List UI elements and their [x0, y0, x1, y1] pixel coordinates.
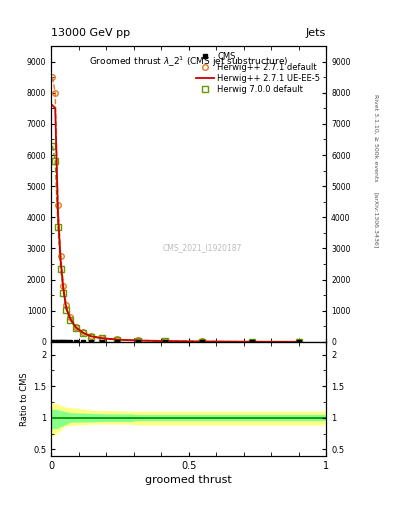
Herwig 7.0.0 default: [61, 290, 66, 296]
Herwig++ 2.7.1 default: [61, 284, 66, 290]
Herwig++ 2.7.1 UE-EE-5: [100, 335, 105, 342]
CMS: [89, 338, 94, 345]
Herwig 7.0.0 default: [53, 158, 58, 164]
Y-axis label: Ratio to CMS: Ratio to CMS: [20, 372, 29, 425]
Herwig++ 2.7.1 default: [163, 338, 168, 344]
Herwig 7.0.0 default: [59, 266, 63, 272]
Herwig++ 2.7.1 default: [115, 336, 119, 343]
Herwig 7.0.0 default: [73, 325, 78, 331]
CMS: [115, 338, 119, 345]
Herwig++ 2.7.1 default: [53, 90, 58, 96]
Herwig 7.0.0 default: [56, 224, 61, 230]
CMS: [56, 338, 61, 345]
Herwig++ 2.7.1 UE-EE-5: [163, 338, 168, 344]
Herwig 7.0.0 default: [115, 337, 119, 343]
Herwig++ 2.7.1 default: [64, 302, 69, 308]
Text: Rivet 3.1.10, ≥ 500k events: Rivet 3.1.10, ≥ 500k events: [373, 94, 378, 182]
CMS: [81, 338, 85, 345]
Herwig 7.0.0 default: [200, 338, 205, 345]
CMS: [53, 338, 58, 345]
Herwig++ 2.7.1 UE-EE-5: [89, 333, 94, 339]
CMS: [68, 338, 73, 345]
Herwig++ 2.7.1 default: [59, 253, 63, 260]
Line: Herwig++ 2.7.1 default: Herwig++ 2.7.1 default: [50, 74, 301, 345]
CMS: [59, 338, 63, 345]
CMS: [250, 338, 254, 345]
CMS: [73, 338, 78, 345]
Herwig++ 2.7.1 default: [81, 329, 85, 335]
Herwig++ 2.7.1 default: [250, 338, 254, 345]
Herwig 7.0.0 default: [81, 330, 85, 336]
Herwig 7.0.0 default: [250, 338, 254, 345]
Herwig++ 2.7.1 UE-EE-5: [81, 330, 85, 336]
Herwig++ 2.7.1 UE-EE-5: [296, 339, 301, 345]
Herwig++ 2.7.1 UE-EE-5: [64, 305, 69, 311]
Herwig++ 2.7.1 default: [296, 339, 301, 345]
Herwig++ 2.7.1 default: [68, 314, 73, 321]
Herwig 7.0.0 default: [296, 339, 301, 345]
Herwig++ 2.7.1 default: [136, 337, 140, 344]
Herwig 7.0.0 default: [100, 335, 105, 342]
Herwig++ 2.7.1 default: [100, 335, 105, 341]
CMS: [296, 338, 301, 345]
Herwig++ 2.7.1 default: [200, 338, 205, 345]
Herwig++ 2.7.1 UE-EE-5: [56, 211, 61, 217]
Text: Jets: Jets: [306, 28, 326, 38]
Herwig 7.0.0 default: [136, 337, 140, 344]
Herwig++ 2.7.1 UE-EE-5: [59, 259, 63, 265]
CMS: [136, 338, 140, 345]
Herwig++ 2.7.1 UE-EE-5: [250, 338, 254, 345]
Herwig++ 2.7.1 UE-EE-5: [115, 336, 119, 343]
CMS: [163, 338, 168, 345]
Herwig 7.0.0 default: [163, 338, 168, 344]
Text: 13000 GeV pp: 13000 GeV pp: [51, 28, 130, 38]
Herwig++ 2.7.1 UE-EE-5: [73, 324, 78, 330]
Herwig++ 2.7.1 default: [89, 333, 94, 339]
Line: Herwig++ 2.7.1 UE-EE-5: Herwig++ 2.7.1 UE-EE-5: [53, 105, 299, 342]
Herwig 7.0.0 default: [50, 143, 55, 149]
CMS: [100, 338, 105, 345]
Legend: CMS, Herwig++ 2.7.1 default, Herwig++ 2.7.1 UE-EE-5, Herwig 7.0.0 default: CMS, Herwig++ 2.7.1 default, Herwig++ 2.…: [192, 49, 324, 97]
Herwig++ 2.7.1 default: [73, 324, 78, 330]
Text: [arXiv:1306.3436]: [arXiv:1306.3436]: [373, 192, 378, 248]
Herwig++ 2.7.1 UE-EE-5: [53, 105, 58, 112]
CMS: [200, 338, 205, 345]
Y-axis label: $\frac{1}{\mathrm{N}}\frac{\mathrm{d}N}{\mathrm{d}\,\mathrm{groomed\;thrust}}$: $\frac{1}{\mathrm{N}}\frac{\mathrm{d}N}{…: [2, 161, 21, 227]
Herwig 7.0.0 default: [89, 333, 94, 339]
Herwig++ 2.7.1 UE-EE-5: [61, 287, 66, 293]
Herwig 7.0.0 default: [68, 317, 73, 324]
Line: CMS: CMS: [50, 339, 301, 344]
X-axis label: groomed thrust: groomed thrust: [145, 475, 232, 485]
Herwig++ 2.7.1 UE-EE-5: [136, 337, 140, 344]
Herwig 7.0.0 default: [64, 307, 69, 313]
CMS: [50, 338, 55, 345]
CMS: [64, 338, 69, 345]
CMS: [61, 338, 66, 345]
Herwig++ 2.7.1 default: [56, 202, 61, 208]
Herwig++ 2.7.1 UE-EE-5: [50, 102, 55, 109]
Text: CMS_2021_I1920187: CMS_2021_I1920187: [163, 243, 242, 252]
Line: Herwig 7.0.0 default: Herwig 7.0.0 default: [50, 143, 301, 345]
Herwig++ 2.7.1 default: [50, 74, 55, 80]
Herwig++ 2.7.1 UE-EE-5: [68, 316, 73, 322]
Text: Groomed thrust $\lambda\_2^1$ (CMS jet substructure): Groomed thrust $\lambda\_2^1$ (CMS jet s…: [89, 55, 288, 69]
Herwig++ 2.7.1 UE-EE-5: [200, 338, 205, 345]
